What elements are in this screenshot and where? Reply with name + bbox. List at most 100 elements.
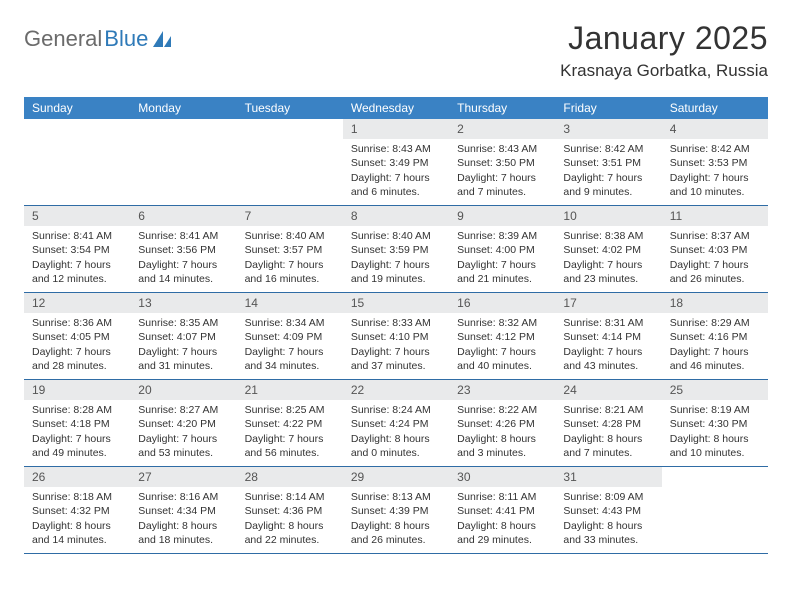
sunrise-line: Sunrise: 8:29 AM — [670, 316, 760, 330]
day-label: Saturday — [662, 97, 768, 119]
sunrise-line: Sunrise: 8:32 AM — [457, 316, 547, 330]
header: GeneralBlue January 2025 Krasnaya Gorbat… — [24, 20, 768, 81]
sunset-line: Sunset: 4:07 PM — [138, 330, 228, 344]
calendar: SundayMondayTuesdayWednesdayThursdayFrid… — [24, 97, 768, 554]
sunset-line: Sunset: 4:14 PM — [563, 330, 653, 344]
sunset-line: Sunset: 3:56 PM — [138, 243, 228, 257]
daylight-line: Daylight: 8 hours and 7 minutes. — [563, 432, 653, 460]
sunset-line: Sunset: 4:39 PM — [351, 504, 441, 518]
sunrise-line: Sunrise: 8:41 AM — [138, 229, 228, 243]
sunrise-line: Sunrise: 8:14 AM — [245, 490, 335, 504]
sunset-line: Sunset: 3:49 PM — [351, 156, 441, 170]
sunset-line: Sunset: 4:16 PM — [670, 330, 760, 344]
calendar-week: 1 Sunrise: 8:43 AM Sunset: 3:49 PM Daylight… — [24, 119, 768, 206]
calendar-day: 28Sunrise: 8:14 AMSunset: 4:36 PMDayligh… — [237, 467, 343, 553]
day-number: 19 — [24, 380, 130, 400]
calendar-day: 23Sunrise: 8:22 AMSunset: 4:26 PMDayligh… — [449, 380, 555, 466]
sunrise-line: Sunrise: 8:09 AM — [563, 490, 653, 504]
day-number: 8 — [343, 206, 449, 226]
sunset-line: Sunset: 4:24 PM — [351, 417, 441, 431]
daylight-line: Daylight: 7 hours and 34 minutes. — [245, 345, 335, 373]
daylight-line: Daylight: 8 hours and 3 minutes. — [457, 432, 547, 460]
page-title: January 2025 — [560, 20, 768, 57]
day-number: 28 — [237, 467, 343, 487]
daylight-line: Daylight: 7 hours and 40 minutes. — [457, 345, 547, 373]
day-number: 12 — [24, 293, 130, 313]
day-number: 16 — [449, 293, 555, 313]
daylight-line: Daylight: 7 hours and 56 minutes. — [245, 432, 335, 460]
calendar-day: 2Sunrise: 8:43 AMSunset: 3:50 PMDaylight… — [449, 119, 555, 205]
calendar-day: 4Sunrise: 8:42 AMSunset: 3:53 PMDaylight… — [662, 119, 768, 205]
calendar-day: 9Sunrise: 8:39 AMSunset: 4:00 PMDaylight… — [449, 206, 555, 292]
calendar-day: 19Sunrise: 8:28 AMSunset: 4:18 PMDayligh… — [24, 380, 130, 466]
calendar-week: 19Sunrise: 8:28 AMSunset: 4:18 PMDayligh… — [24, 380, 768, 467]
sunrise-line: Sunrise: 8:18 AM — [32, 490, 122, 504]
sunset-line: Sunset: 3:59 PM — [351, 243, 441, 257]
day-number: 26 — [24, 467, 130, 487]
sunset-line: Sunset: 4:00 PM — [457, 243, 547, 257]
calendar-day: 25Sunrise: 8:19 AMSunset: 4:30 PMDayligh… — [662, 380, 768, 466]
calendar-day: 31Sunrise: 8:09 AMSunset: 4:43 PMDayligh… — [555, 467, 661, 553]
calendar-day: 14Sunrise: 8:34 AMSunset: 4:09 PMDayligh… — [237, 293, 343, 379]
calendar-day: 20Sunrise: 8:27 AMSunset: 4:20 PMDayligh… — [130, 380, 236, 466]
sunrise-line: Sunrise: 8:42 AM — [563, 142, 653, 156]
daylight-line: Daylight: 8 hours and 33 minutes. — [563, 519, 653, 547]
day-number: 6 — [130, 206, 236, 226]
sunrise-line: Sunrise: 8:22 AM — [457, 403, 547, 417]
day-number: 27 — [130, 467, 236, 487]
sunset-line: Sunset: 3:51 PM — [563, 156, 653, 170]
day-label: Monday — [130, 97, 236, 119]
sunset-line: Sunset: 4:05 PM — [32, 330, 122, 344]
calendar-day: 17Sunrise: 8:31 AMSunset: 4:14 PMDayligh… — [555, 293, 661, 379]
sunset-line: Sunset: 3:53 PM — [670, 156, 760, 170]
sunset-line: Sunset: 4:28 PM — [563, 417, 653, 431]
day-number: 23 — [449, 380, 555, 400]
sunrise-line: Sunrise: 8:40 AM — [351, 229, 441, 243]
sunrise-line: Sunrise: 8:28 AM — [32, 403, 122, 417]
sunset-line: Sunset: 3:57 PM — [245, 243, 335, 257]
sunset-line: Sunset: 4:43 PM — [563, 504, 653, 518]
calendar-day: 26Sunrise: 8:18 AMSunset: 4:32 PMDayligh… — [24, 467, 130, 553]
calendar-day: 12 Sunrise: 8:36 AMSunset: 4:05 PMDayligh… — [24, 293, 130, 379]
sunrise-line: Sunrise: 8:34 AM — [245, 316, 335, 330]
daylight-line: Daylight: 8 hours and 29 minutes. — [457, 519, 547, 547]
sunrise-line: Sunrise: 8:36 AM — [32, 316, 122, 330]
day-number: 4 — [662, 119, 768, 139]
logo-text-a: General — [24, 26, 102, 52]
daylight-line: Daylight: 7 hours and 37 minutes. — [351, 345, 441, 373]
calendar-day: 21Sunrise: 8:25 AMSunset: 4:22 PMDayligh… — [237, 380, 343, 466]
calendar-day: 24Sunrise: 8:21 AMSunset: 4:28 PMDayligh… — [555, 380, 661, 466]
sunrise-line: Sunrise: 8:33 AM — [351, 316, 441, 330]
calendar-day — [130, 119, 236, 205]
day-label: Thursday — [449, 97, 555, 119]
day-number: 15 — [343, 293, 449, 313]
day-number: 1 — [343, 119, 449, 139]
day-number: 11 — [662, 206, 768, 226]
calendar-day: 27Sunrise: 8:16 AMSunset: 4:34 PMDayligh… — [130, 467, 236, 553]
sunrise-line: Sunrise: 8:43 AM — [457, 142, 547, 156]
sunrise-line: Sunrise: 8:31 AM — [563, 316, 653, 330]
day-number: 3 — [555, 119, 661, 139]
daylight-line: Daylight: 8 hours and 10 minutes. — [670, 432, 760, 460]
day-number: 9 — [449, 206, 555, 226]
daylight-line: Daylight: 7 hours and 9 minutes. — [563, 171, 653, 199]
calendar-day: 15Sunrise: 8:33 AMSunset: 4:10 PMDayligh… — [343, 293, 449, 379]
daylight-line: Daylight: 7 hours and 26 minutes. — [670, 258, 760, 286]
day-number: 29 — [343, 467, 449, 487]
sunrise-line: Sunrise: 8:24 AM — [351, 403, 441, 417]
daylight-line: Daylight: 7 hours and 19 minutes. — [351, 258, 441, 286]
sunrise-line: Sunrise: 8:40 AM — [245, 229, 335, 243]
daylight-line: Daylight: 7 hours and 28 minutes. — [32, 345, 122, 373]
daylight-line: Daylight: 7 hours and 23 minutes. — [563, 258, 653, 286]
sunrise-line: Sunrise: 8:39 AM — [457, 229, 547, 243]
sunset-line: Sunset: 4:12 PM — [457, 330, 547, 344]
sunrise-line: Sunrise: 8:37 AM — [670, 229, 760, 243]
sunrise-line: Sunrise: 8:42 AM — [670, 142, 760, 156]
sunset-line: Sunset: 4:02 PM — [563, 243, 653, 257]
calendar-day: 13Sunrise: 8:35 AMSunset: 4:07 PMDayligh… — [130, 293, 236, 379]
sunset-line: Sunset: 4:03 PM — [670, 243, 760, 257]
daylight-line: Daylight: 8 hours and 26 minutes. — [351, 519, 441, 547]
sunrise-line: Sunrise: 8:27 AM — [138, 403, 228, 417]
sunset-line: Sunset: 4:36 PM — [245, 504, 335, 518]
sunrise-line: Sunrise: 8:11 AM — [457, 490, 547, 504]
